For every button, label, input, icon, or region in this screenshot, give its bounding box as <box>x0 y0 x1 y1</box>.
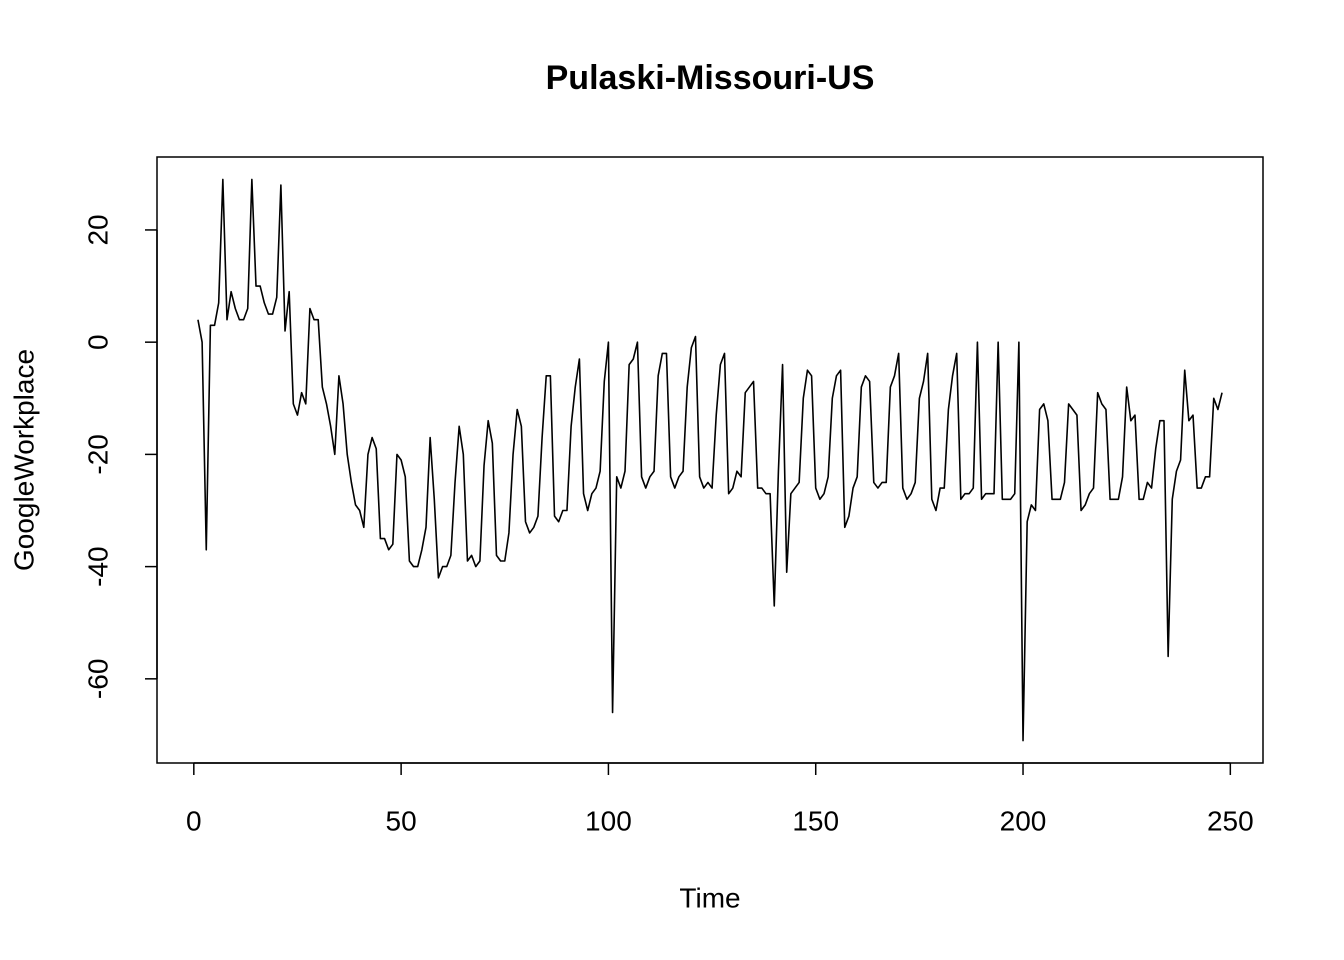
x-tick-label: 200 <box>1000 805 1047 836</box>
x-tick-label: 250 <box>1207 805 1254 836</box>
y-tick-label: 0 <box>82 334 113 350</box>
data-line <box>197 178 1223 742</box>
chart-title: Pulaski-Missouri-US <box>546 59 875 97</box>
x-tick-label: 100 <box>585 805 632 836</box>
y-tick-label: -20 <box>82 434 113 474</box>
y-tick-label: -40 <box>82 546 113 586</box>
y-tick-label: -60 <box>82 659 113 699</box>
y-axis-label: GoogleWorkplace <box>8 349 39 571</box>
x-tick-label: 0 <box>186 805 202 836</box>
x-tick-label: 50 <box>386 805 417 836</box>
x-axis-label: Time <box>679 882 740 913</box>
y-tick-label: 20 <box>82 214 113 245</box>
x-tick-label: 150 <box>792 805 839 836</box>
